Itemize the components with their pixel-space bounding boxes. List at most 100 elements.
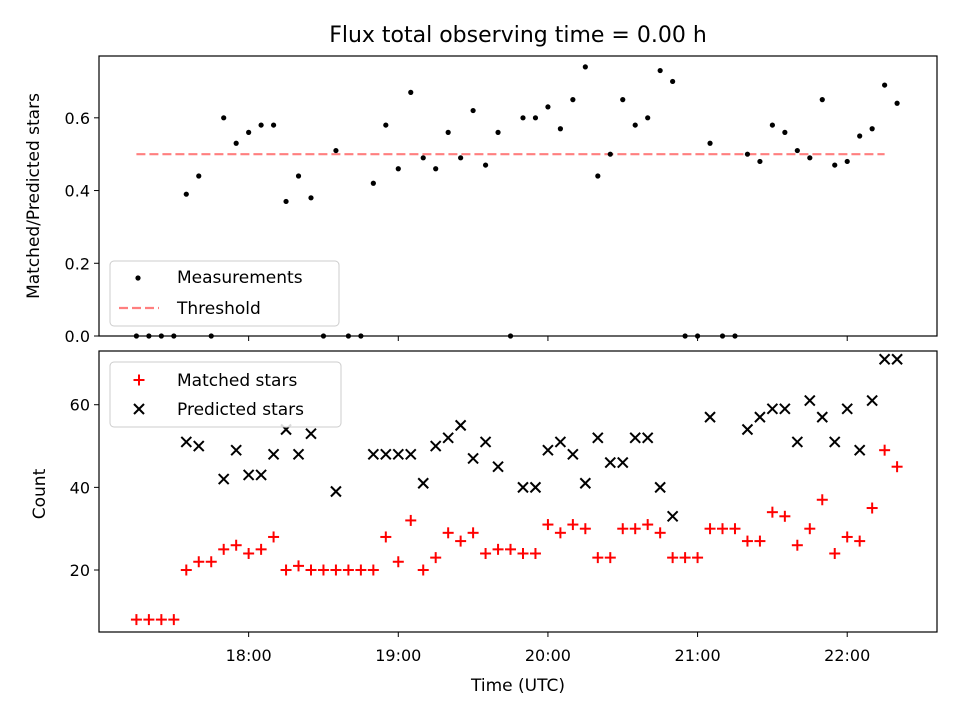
predicted-point [367,448,380,461]
measurement-point [233,140,239,146]
measurement-point [283,198,289,205]
matched-point [405,514,417,526]
predicted-point [579,477,592,489]
y-tick-label: 0.0 [65,327,90,346]
predicted-point [180,436,192,448]
measurement-point [744,151,751,157]
measurement-point [270,122,277,128]
measurement-point [782,129,788,135]
measurement-point [620,97,626,103]
matched-point [255,543,267,555]
x-tick-label: 20:00 [525,646,571,665]
y-tick-label: 0.6 [65,109,90,128]
predicted-point [604,456,616,469]
matched-point [891,461,903,473]
predicted-point [704,411,716,423]
x-tick-label: 21:00 [675,646,721,665]
matched-point [455,535,467,547]
x-tick-label: 19:00 [375,646,421,665]
predicted-point [255,469,267,481]
matched-point [879,444,891,456]
measurement-point [258,122,264,128]
matched-point [667,552,679,564]
matched-point [554,527,566,539]
matched-point [367,564,379,576]
predicted-point [292,448,305,461]
matched-point [317,564,329,576]
legend-measurements-marker [135,275,141,281]
predicted-point [641,432,654,444]
y-tick-label: 20 [70,561,90,580]
measurement-point [420,155,426,161]
matched-point [791,539,803,551]
legend-matched-marker [133,374,145,386]
predicted-point [242,469,255,481]
matched-point [766,506,778,518]
measurement-point [333,147,339,154]
predicted-point [417,477,429,489]
matched-point [380,531,392,543]
matched-point [180,564,192,576]
measurement-point [757,158,763,165]
matched-point [305,564,317,576]
predicted-point [267,448,280,461]
matched-point [492,543,504,555]
predicted-point [554,436,567,448]
predicted-point [405,448,417,461]
matched-point [392,556,404,568]
matched-point [717,523,729,535]
measurement-point [383,122,389,128]
matched-point [629,523,641,535]
panel-counts: 20 40 60 18:00 19:00 20:00 21:00 22:00 Count T… [30,350,938,696]
predicted-point [829,436,841,448]
measurement-point [183,191,189,197]
predicted-point [666,510,679,523]
predicted-point [754,411,766,423]
x-tick-label: 18:00 [226,646,272,665]
predicted-point [816,411,828,423]
measurement-point [495,129,501,135]
measurement-point [221,115,227,121]
predicted-point [891,353,903,365]
predicted-point [617,456,629,469]
y-tick-label: 0.2 [65,254,90,273]
predicted-point [454,419,467,432]
predicted-point [517,481,529,494]
matched-point [804,523,816,535]
legend-ratio: Measurements Threshold [109,260,340,327]
matched-point [542,519,554,531]
legend-predicted-label: Predicted stars [177,400,304,420]
measurement-point [295,173,302,179]
matched-point [841,531,853,543]
measurement-point [445,129,451,135]
matched-point [592,552,604,564]
predicted-point [654,481,666,494]
measurement-point [196,173,202,179]
measurement-point [433,166,439,172]
measurement-point [395,166,401,172]
measurement-point [570,97,576,103]
measurement-point [545,104,551,110]
ylabel-counts: Count [30,468,50,519]
predicted-point [841,403,853,415]
predicted-point [442,432,454,444]
matched-point [355,564,367,576]
measurement-point [520,115,526,121]
measurement-point [632,122,638,128]
matched-point [430,552,442,564]
measurement-point [532,115,539,121]
panel-ratio-frame [98,55,938,337]
matched-point [218,543,230,555]
matched-point [130,614,142,626]
y-tick-label: 60 [70,396,90,415]
matched-point [529,547,541,559]
matched-point [480,547,492,559]
predicted-point [766,403,779,415]
predicted-point [853,444,866,456]
matched-point [654,527,666,539]
matched-point [704,523,716,535]
measurement-point [408,89,414,95]
measurement-point [595,173,601,179]
matched-point [642,519,654,531]
predicted-point [866,394,878,407]
